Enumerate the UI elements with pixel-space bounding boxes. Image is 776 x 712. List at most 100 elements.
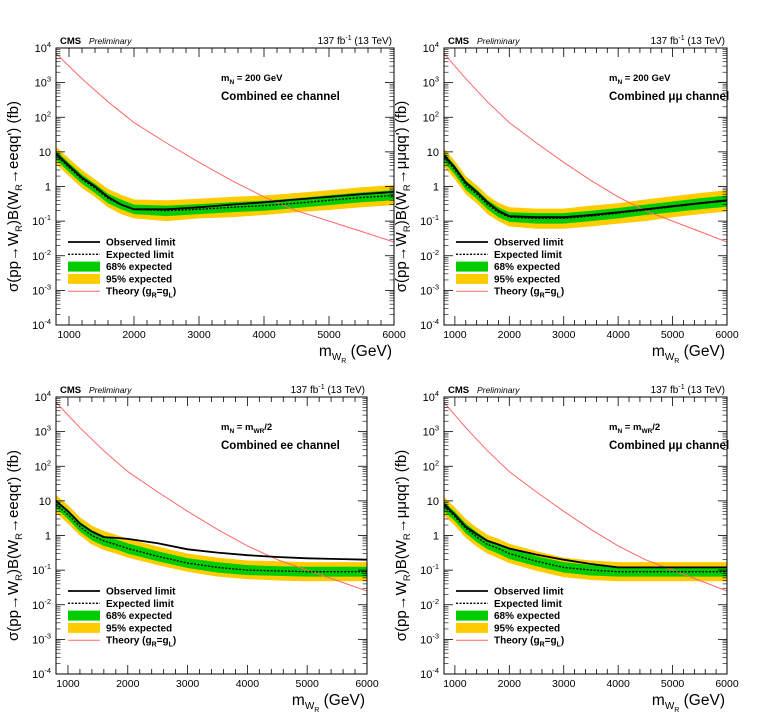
y-tick-base: 10 [35,392,47,404]
y-tick-exp: -2 [432,597,439,606]
observed-limit-line [56,500,367,561]
x-tick-label: 4000 [252,329,276,341]
y-tick-base: 10 [420,600,432,612]
y-tick-exp: 4 [47,40,51,49]
y-tick-label: 10-1 [420,213,439,228]
y-tick-base: 10 [35,112,47,124]
y-tick-base: 10 [423,461,435,473]
y-tick-base: 10 [423,392,435,404]
legend-label-band95: 95% expected [494,274,560,285]
ylabel-part-e: →eeqq [5,485,22,533]
y-tick-exp: -1 [432,562,439,571]
legend-95-swatch [456,273,488,284]
y-tick-label: 104 [423,389,439,404]
legend-label-theory: Theory (gR=gL) [494,636,564,649]
mass-rest: = 200 GeV [234,73,283,84]
xlabel-w: W [305,701,315,712]
xlabel-unit: (GeV) [679,692,725,709]
ylabel-part-a: σ(pp→W [393,231,410,292]
legend-label-expected: Expected limit [494,250,562,261]
ylabel-part-a: σ(pp→W [5,580,22,641]
mass-tail: /2 [652,422,660,433]
energy-value: (13 TeV) [685,385,725,396]
ylabel-part-d: R [14,533,25,540]
panel-2: 1000 2000 3000 4000 5000 600010-410-310-210-1… [393,35,739,365]
ylabel-part-d: R [402,533,413,540]
legend-95-swatch [68,622,100,633]
theory-curve [56,53,394,243]
y-tick-label: 104 [35,40,51,55]
mass-hypothesis-label: mN = 200 GeV [221,73,283,86]
x-tick-label: 5000 [661,678,685,690]
y-tick-base: 10 [423,112,435,124]
lumi-label: 137 fb-1 (13 TeV) [318,35,392,47]
legend-label-band95: 95% expected [106,274,172,285]
lumi-value: 137 fb [651,385,679,396]
y-tick-exp: 2 [435,109,439,118]
energy-value: (13 TeV) [325,385,365,396]
x-axis-label: mWR (GeV) [652,343,725,365]
y-tick-label: 10-3 [420,631,439,646]
mass-hypothesis-label: mN = 200 GeV [609,73,671,86]
y-tick-exp: 3 [435,75,439,84]
y-tick-exp: 2 [47,109,51,118]
theory-prefix: Theory (g [106,287,152,298]
expected-limit-line [56,503,367,573]
y-tick-label: 10-2 [32,597,51,612]
ylabel-part-f: ') (fb) [393,450,410,485]
panel-1: 1000 2000 3000 4000 5000 600010-410-310-210-1… [5,35,406,365]
xlabel-w: W [665,701,675,712]
y-tick-label: 10-3 [32,631,51,646]
y-tick-label: 1 [45,531,51,543]
y-tick-label: 10-4 [420,317,439,332]
y-tick-label: 102 [35,458,51,473]
y-tick-base: 1 [45,531,51,543]
theory-sub-r: R [152,642,157,649]
preliminary-label: Preliminary [477,385,520,395]
y-tick-base: 10 [35,427,47,439]
band-68-expected [56,150,394,217]
ylabel-part-d: R [402,184,413,191]
ylabel-part-f: ') (fb) [5,101,22,136]
y-tick-label: 10-4 [32,317,51,332]
theory-suffix: ) [561,636,564,647]
y-tick-base: 10 [39,496,51,508]
observed-limit-line [444,503,727,569]
x-tick-label: 1000 [56,678,80,690]
ylabel-part-e: →μμqq [393,484,410,533]
y-tick-label: 10-2 [420,248,439,263]
y-tick-base: 10 [32,216,44,228]
x-tick-label: 2000 [498,678,522,690]
xlabel-unit: (GeV) [346,343,392,360]
y-tick-label: 10-3 [420,282,439,297]
y-tick-base: 10 [35,78,47,90]
theory-mid: =g [157,287,169,298]
ylabel-part-c: )B(W [5,190,22,225]
mass-sub: N [617,428,622,435]
plot-area [444,53,727,243]
legend-label-theory: Theory (gR=gL) [494,287,564,300]
x-tick-label: 1000 [57,329,81,341]
x-tick-label: 4000 [606,329,630,341]
legend-68-swatch [68,610,100,621]
y-tick-base: 1 [433,531,439,543]
y-tick-exp: -2 [44,597,51,606]
mass-sub2: WR [641,428,652,435]
ylabel-part-a: σ(pp→W [393,580,410,641]
y-tick-label: 102 [423,458,439,473]
theory-mid: =g [545,287,557,298]
theory-sub-l: L [169,293,174,300]
y-tick-label: 102 [423,109,439,124]
expected-limit-line [444,505,727,573]
y-tick-base: 10 [420,251,432,263]
lumi-exp: -1 [345,35,351,42]
y-tick-base: 10 [427,147,439,159]
x-tick-label: 6000 [382,329,406,341]
channel-label: Combined ee channel [221,440,340,452]
mass-m: m [609,73,617,84]
legend-label-theory: Theory (gR=gL) [106,636,176,649]
legend-label-expected: Expected limit [106,250,174,261]
y-tick-exp: 2 [47,458,51,467]
y-tick-exp: 3 [47,424,51,433]
panel-3: 1000 2000 3000 4000 5000 600010-410-310-210-1… [5,384,379,712]
